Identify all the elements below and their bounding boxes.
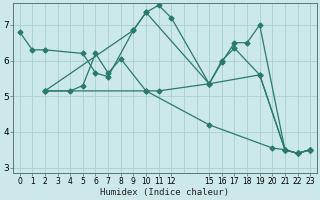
X-axis label: Humidex (Indice chaleur): Humidex (Indice chaleur): [100, 188, 229, 197]
